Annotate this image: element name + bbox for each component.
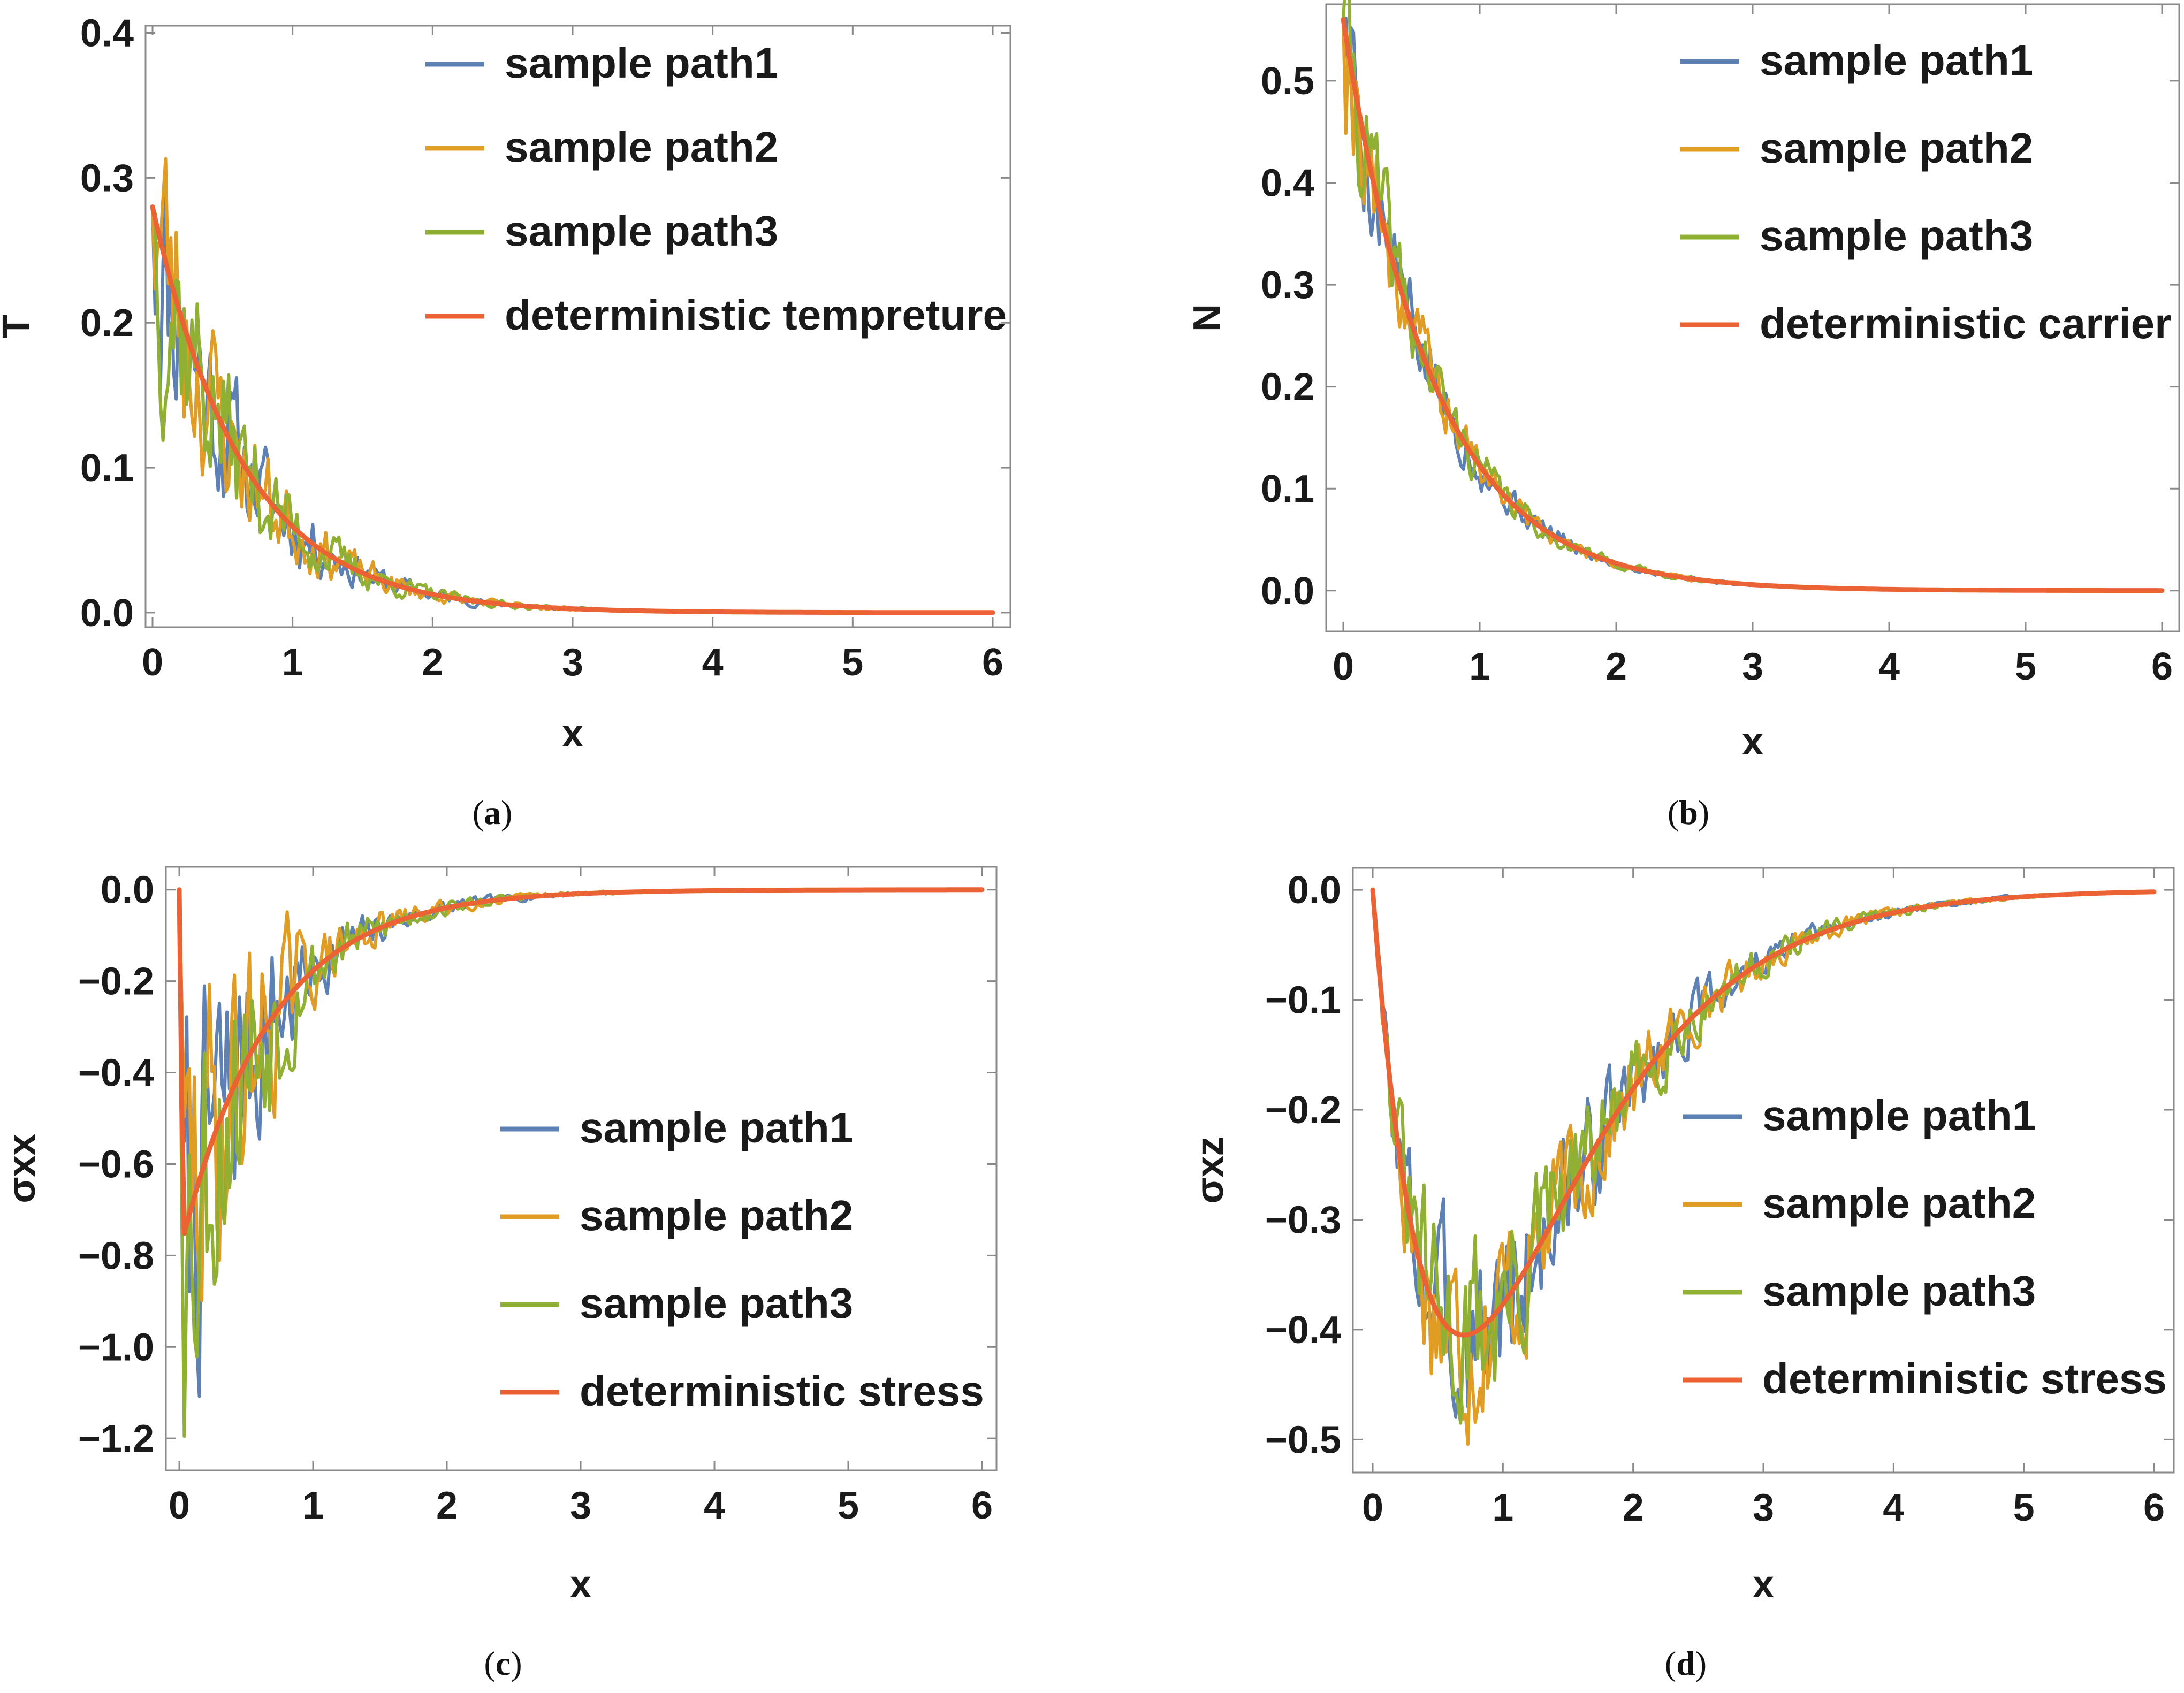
series-line-deterministic	[1370, 887, 2157, 1338]
y-tick-label: −1.2	[78, 1417, 154, 1460]
x-tick-label: 4	[704, 1484, 725, 1527]
x-axis-label: x	[1742, 720, 1763, 763]
x-tick-label: 6	[982, 641, 1003, 684]
panel-d: 0 1 2 3 4 5 6 0.0 −0.1 −0.2 −0.3 −0.4 −0.5 x σxz sample…	[1189, 867, 2175, 1682]
legend-label: sample path2	[1760, 124, 2033, 172]
series-line-deterministic	[1341, 17, 2165, 593]
x-tick-label: 3	[562, 641, 583, 684]
y-tick-label: 0.0	[101, 869, 154, 912]
x-tick-label: 6	[2151, 645, 2173, 688]
x-tick-label: 1	[302, 1484, 324, 1527]
panel-c: 0 1 2 3 4 5 6 0.0 −0.2 −0.4 −0.6 −0.8 −1.0 −1.2 x σxx sa…	[1, 866, 998, 1682]
y-tick-label: 0.0	[80, 592, 134, 635]
legend-label: deterministic tempreture	[505, 291, 1007, 339]
x-axis-label: x	[570, 1563, 591, 1606]
x-tick-label: 5	[2013, 1486, 2035, 1529]
y-tick-label: −0.6	[78, 1143, 154, 1186]
legend-label: deterministic stress	[1762, 1355, 2167, 1402]
legend-label: sample path3	[580, 1279, 853, 1327]
x-tick-label: 3	[1742, 645, 1763, 688]
x-tick-label: 1	[1469, 645, 1490, 688]
legend: sample path1 sample path2 sample path3 dete…	[1680, 36, 2171, 347]
x-tick-label: 3	[1753, 1486, 1774, 1529]
panel-caption: (a)	[473, 794, 513, 832]
y-tick-label: 0.4	[80, 12, 134, 55]
y-tick-label: 0.1	[80, 447, 134, 490]
y-tick-label: −0.3	[1265, 1199, 1341, 1241]
x-tick-label: 4	[1883, 1486, 1904, 1529]
y-tick-label: 0.0	[1288, 869, 1341, 912]
legend-label: sample path1	[505, 39, 778, 87]
series-line-deterministic	[177, 887, 985, 1236]
plot-frame	[144, 25, 1011, 628]
legend-label: deterministic stress	[580, 1367, 984, 1415]
x-axis-label: x	[562, 712, 583, 755]
y-tick-label: 0.5	[1261, 60, 1314, 103]
y-axis-label: σxx	[1, 1134, 43, 1203]
legend: sample path1 sample path2 sample path3 dete…	[425, 39, 1007, 339]
legend-label: sample path3	[505, 207, 778, 255]
y-axis-label: σxz	[1189, 1137, 1231, 1203]
y-tick-label: 0.3	[80, 157, 134, 200]
legend-label: sample path3	[1762, 1267, 2036, 1315]
panel-caption: (d)	[1665, 1644, 1707, 1682]
x-tick-label: 3	[570, 1484, 591, 1527]
y-tick-label: 0.3	[1261, 264, 1314, 307]
x-tick-label: 5	[2015, 645, 2036, 688]
series-line-sample-path3	[151, 205, 994, 614]
legend: sample path1 sample path2 sample path3 dete…	[500, 1104, 984, 1415]
x-tick-label: 0	[169, 1484, 190, 1527]
y-tick-label: −0.4	[78, 1052, 154, 1095]
legend-label: deterministic carrier	[1760, 300, 2171, 347]
y-tick-label: −1.0	[78, 1326, 154, 1369]
legend-label: sample path2	[1762, 1179, 2036, 1227]
x-tick-label: 4	[702, 641, 724, 684]
x-tick-label: 6	[971, 1484, 993, 1527]
y-tick-label: 0.0	[1261, 570, 1314, 613]
x-tick-label: 1	[1492, 1486, 1513, 1529]
x-tick-label: 2	[436, 1484, 458, 1527]
x-tick-label: 0	[1333, 645, 1354, 688]
y-axis-label: N	[1186, 304, 1229, 332]
y-tick-label: 0.2	[1261, 366, 1314, 409]
legend-label: sample path1	[580, 1104, 853, 1151]
x-tick-label: 2	[1623, 1486, 1644, 1529]
legend-label: sample path1	[1760, 36, 2033, 84]
x-axis-label: x	[1753, 1563, 1774, 1606]
series-line-sample-path3	[1342, 0, 2164, 592]
y-tick-label: −0.1	[1265, 979, 1341, 1022]
legend-label: sample path1	[1762, 1092, 2036, 1139]
x-tick-label: 4	[1878, 645, 1900, 688]
x-tick-label: 5	[838, 1484, 859, 1527]
y-tick-label: 0.1	[1261, 468, 1314, 510]
x-tick-label: 0	[1362, 1486, 1383, 1529]
legend-label: sample path2	[505, 123, 778, 171]
series-line-deterministic	[150, 204, 995, 615]
panel-caption: (c)	[484, 1644, 522, 1682]
y-axis-label: T	[0, 315, 38, 338]
legend-label: sample path2	[580, 1192, 853, 1239]
x-tick-label: 5	[842, 641, 863, 684]
x-tick-label: 0	[142, 641, 163, 684]
panel-caption: (b)	[1668, 794, 1709, 832]
x-tick-label: 6	[2143, 1486, 2165, 1529]
y-tick-label: −0.5	[1265, 1419, 1341, 1461]
x-tick-label: 2	[1605, 645, 1627, 688]
x-tick-label: 2	[422, 641, 443, 684]
y-tick-label: −0.4	[1265, 1309, 1341, 1352]
y-tick-label: −0.8	[78, 1234, 154, 1277]
legend-label: sample path3	[1760, 212, 2033, 260]
y-tick-label: −0.2	[78, 960, 154, 1003]
y-tick-label: 0.4	[1261, 162, 1314, 204]
legend: sample path1 sample path2 sample path3 dete…	[1683, 1092, 2167, 1402]
y-tick-label: 0.2	[80, 302, 134, 345]
y-tick-label: −0.2	[1265, 1089, 1341, 1132]
x-tick-label: 1	[282, 641, 303, 684]
